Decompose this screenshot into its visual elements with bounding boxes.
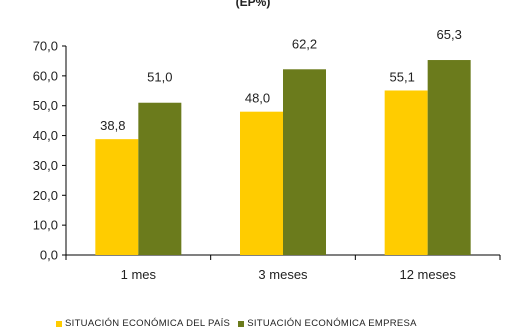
legend: SITUACIÓN ECONÓMICA DEL PAÍS SITUACIÓN E… xyxy=(56,318,417,329)
legend-label-empresa: SITUACIÓN ECONÓMICA EMPRESA xyxy=(247,318,417,329)
y-tick-label: 60,0 xyxy=(33,68,58,83)
bar xyxy=(138,102,182,255)
y-tick-label: 50,0 xyxy=(33,98,58,113)
data-label: 62,2 xyxy=(292,36,317,51)
y-tick-label: 0,0 xyxy=(40,248,58,263)
legend-swatch-empresa xyxy=(238,320,245,327)
bar xyxy=(427,60,471,256)
bar xyxy=(240,111,283,255)
data-label: 55,1 xyxy=(390,69,415,84)
x-tick-label: 12 meses xyxy=(399,267,456,282)
data-labels: 38,8 51,0 48,0 62,2 55,1 65,3 xyxy=(100,27,462,133)
y-tick-label: 40,0 xyxy=(33,128,58,143)
bar xyxy=(95,139,139,255)
y-tick-label: 70,0 xyxy=(33,39,58,54)
data-label: 38,8 xyxy=(100,118,125,133)
bars xyxy=(95,60,471,256)
legend-swatch-pais xyxy=(56,320,62,327)
legend-item-pais: SITUACIÓN ECONÓMICA DEL PAÍS xyxy=(56,318,230,329)
chart-title: (EP%) xyxy=(236,0,271,9)
x-tick-label: 1 mes xyxy=(121,267,157,282)
data-label: 51,0 xyxy=(147,70,172,85)
data-label: 48,0 xyxy=(245,91,270,106)
axes: 0,0 10,0 20,0 30,0 40,0 50,0 60,0 70,0 1 mes 3 me… xyxy=(33,39,501,282)
legend-item-empresa: SITUACIÓN ECONÓMICA EMPRESA xyxy=(238,318,417,329)
y-tick-label: 20,0 xyxy=(33,188,58,203)
bar xyxy=(283,69,326,255)
x-tick-label: 3 meses xyxy=(258,267,308,282)
bar xyxy=(384,90,428,255)
data-label: 65,3 xyxy=(437,27,462,42)
y-tick-label: 10,0 xyxy=(33,218,58,233)
y-tick-label: 30,0 xyxy=(33,158,58,173)
legend-label-pais: SITUACIÓN ECONÓMICA DEL PAÍS xyxy=(65,318,231,329)
